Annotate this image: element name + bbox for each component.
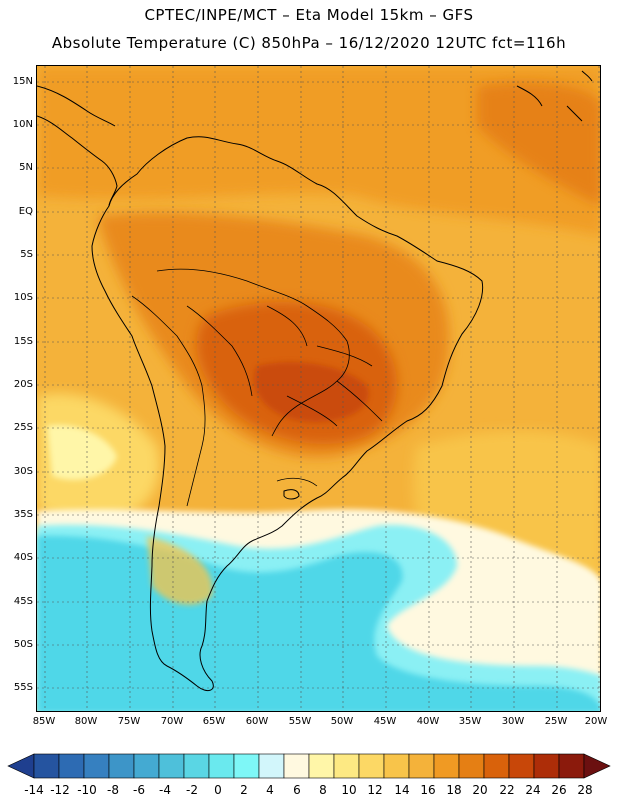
lon-label: 80W bbox=[74, 716, 98, 727]
colorbar-tick-label: -8 bbox=[107, 783, 119, 797]
colorbar-cell bbox=[83, 753, 110, 779]
colorbar-cell bbox=[133, 753, 160, 779]
colorbar-cell bbox=[33, 753, 60, 779]
lat-label: 15S bbox=[13, 336, 33, 347]
field-patagonia-warm bbox=[147, 536, 213, 605]
lon-label: 75W bbox=[117, 716, 141, 727]
country-borders bbox=[131, 268, 383, 507]
coastlines bbox=[37, 70, 593, 692]
lat-label: 5N bbox=[19, 162, 33, 173]
lat-label: 10N bbox=[12, 119, 33, 130]
lon-label: 25W bbox=[544, 716, 568, 727]
border-peru-bolivia bbox=[186, 305, 253, 397]
colorbar-tick-label: 26 bbox=[551, 783, 567, 797]
lon-label: 40W bbox=[416, 716, 440, 727]
caribbean-islands bbox=[516, 70, 593, 122]
lat-label: 20S bbox=[13, 379, 33, 390]
colorbar-tick-label: 4 bbox=[266, 783, 274, 797]
colorbar-tick-label: 12 bbox=[367, 783, 383, 797]
colorbar-tick-label: 24 bbox=[525, 783, 541, 797]
lon-label: 35W bbox=[458, 716, 482, 727]
colorbar-cell bbox=[533, 753, 560, 779]
colorbar-tick-label: -2 bbox=[186, 783, 198, 797]
colorbar-tick-label: -4 bbox=[159, 783, 171, 797]
lon-label: 65W bbox=[202, 716, 226, 727]
falklands bbox=[283, 489, 300, 500]
colorbar-cell bbox=[108, 753, 135, 779]
lon-label: 60W bbox=[245, 716, 269, 727]
colorbar bbox=[7, 753, 611, 779]
colorbar-cell bbox=[383, 753, 410, 779]
lat-label: 5S bbox=[20, 249, 33, 260]
lat-label: 40S bbox=[13, 552, 33, 563]
colorbar-tick-label: 28 bbox=[577, 783, 593, 797]
lon-label: 70W bbox=[160, 716, 184, 727]
title-line-1: CPTEC/INPE/MCT – Eta Model 15km – GFS bbox=[144, 6, 474, 24]
colorbar-cell bbox=[558, 753, 585, 779]
lat-label: 25S bbox=[13, 422, 33, 433]
lat-label: EQ bbox=[18, 206, 33, 217]
colorbar-tick-label: 10 bbox=[341, 783, 357, 797]
colorbar-cell bbox=[208, 753, 235, 779]
lon-label: 55W bbox=[288, 716, 312, 727]
colorbar-tick-label: -12 bbox=[50, 783, 70, 797]
field-ne-dark bbox=[477, 82, 600, 206]
colorbar-tick-label: -6 bbox=[133, 783, 145, 797]
colorbar-cell bbox=[483, 753, 510, 779]
border-brazil-west bbox=[156, 268, 350, 437]
grid bbox=[37, 66, 600, 711]
lon-label: 30W bbox=[501, 716, 525, 727]
lat-label: 55S bbox=[13, 682, 33, 693]
colorbar-tick-label: 6 bbox=[293, 783, 301, 797]
colorbar-cell bbox=[308, 753, 335, 779]
border-states bbox=[266, 305, 383, 427]
lat-label: 50S bbox=[13, 639, 33, 650]
title-line-2: Absolute Temperature (C) 850hPa – 16/12/… bbox=[51, 34, 567, 52]
colorbar-cell bbox=[233, 753, 260, 779]
lat-label: 15N bbox=[12, 76, 33, 87]
border-andes bbox=[131, 295, 206, 507]
colorbar-tick-label: 2 bbox=[240, 783, 248, 797]
colorbar-tick-label: 8 bbox=[319, 783, 327, 797]
caribbean-coast bbox=[37, 85, 116, 127]
lon-label: 45W bbox=[373, 716, 397, 727]
colorbar-cell bbox=[458, 753, 485, 779]
border-uruguay bbox=[276, 477, 318, 487]
colorbar-tick-label: 14 bbox=[394, 783, 410, 797]
central-america-coast bbox=[37, 115, 118, 207]
colorbar-cell bbox=[183, 753, 210, 779]
colorbar-tick-label: -14 bbox=[24, 783, 44, 797]
colorbar-cell bbox=[358, 753, 385, 779]
colorbar-tick-label: 0 bbox=[214, 783, 222, 797]
colorbar-tick-label: 22 bbox=[499, 783, 515, 797]
colorbar-arrow-high bbox=[583, 753, 611, 779]
lat-label: 45S bbox=[13, 596, 33, 607]
field-north-warm bbox=[37, 66, 600, 236]
colorbar-tick-label: -10 bbox=[77, 783, 97, 797]
colorbar-cell bbox=[333, 753, 360, 779]
field-pacific-pale bbox=[47, 425, 117, 480]
colorbar-cell bbox=[508, 753, 535, 779]
colorbar-arrow-low bbox=[7, 753, 35, 779]
lat-label: 30S bbox=[13, 466, 33, 477]
colorbar-cell bbox=[58, 753, 85, 779]
lon-label: 85W bbox=[32, 716, 56, 727]
colorbar-cell bbox=[283, 753, 310, 779]
lon-label: 50W bbox=[330, 716, 354, 727]
field-hottest bbox=[254, 362, 369, 422]
colorbar-tick-label: 16 bbox=[420, 783, 436, 797]
lat-label: 10S bbox=[13, 292, 33, 303]
lat-label: 35S bbox=[13, 509, 33, 520]
south-america-coast bbox=[91, 136, 484, 692]
lon-label: 20W bbox=[584, 716, 608, 727]
colorbar-cell bbox=[408, 753, 435, 779]
colorbar-cell bbox=[258, 753, 285, 779]
colorbar-cell bbox=[433, 753, 460, 779]
colorbar-tick-label: 18 bbox=[446, 783, 462, 797]
colorbar-tick-label: 20 bbox=[472, 783, 488, 797]
temperature-map bbox=[36, 65, 601, 712]
colorbar-cell bbox=[158, 753, 185, 779]
